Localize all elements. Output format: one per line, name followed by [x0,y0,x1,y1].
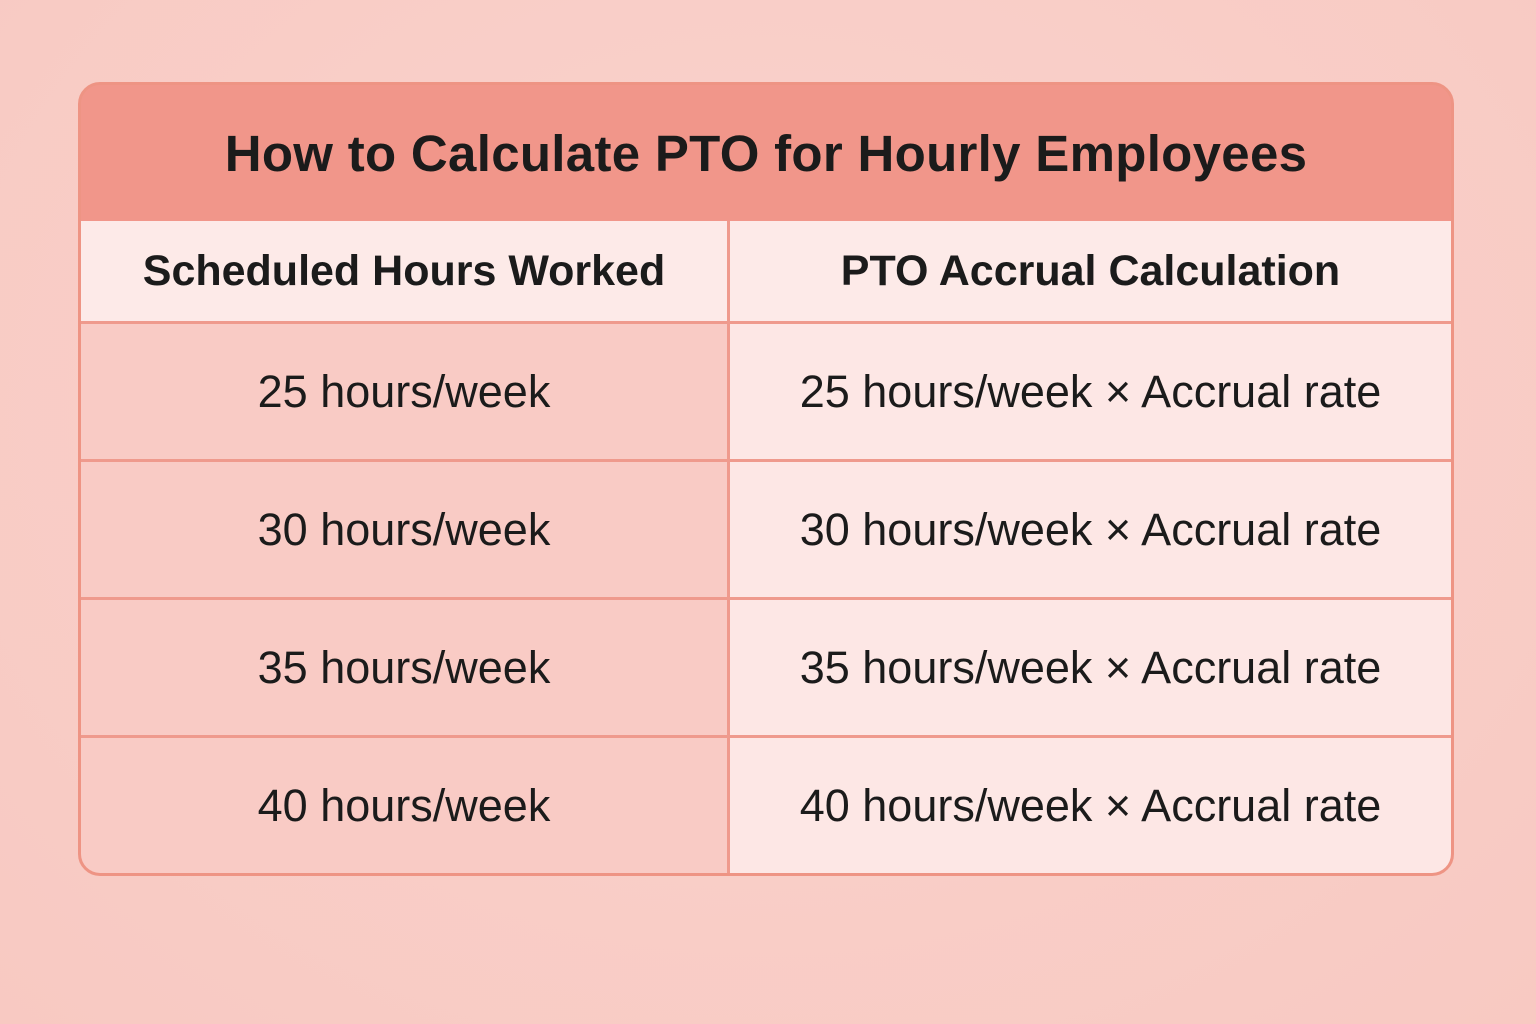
table: Scheduled Hours Worked PTO Accrual Calcu… [81,221,1451,873]
calculation-cell: 25 hours/week × Accrual rate [730,324,1451,459]
hours-cell: 35 hours/week [81,600,727,735]
table-title: How to Calculate PTO for Hourly Employee… [81,85,1451,221]
header-cell: PTO Accrual Calculation [730,221,1451,321]
hours-cell: 30 hours/week [81,462,727,597]
table-card: How to Calculate PTO for Hourly Employee… [78,82,1454,876]
header-cell: Scheduled Hours Worked [81,221,727,321]
calculation-cell: 35 hours/week × Accrual rate [730,600,1451,735]
calculation-cell: 40 hours/week × Accrual rate [730,738,1451,873]
hours-cell: 40 hours/week [81,738,727,873]
calculation-cell: 30 hours/week × Accrual rate [730,462,1451,597]
hours-cell: 25 hours/week [81,324,727,459]
